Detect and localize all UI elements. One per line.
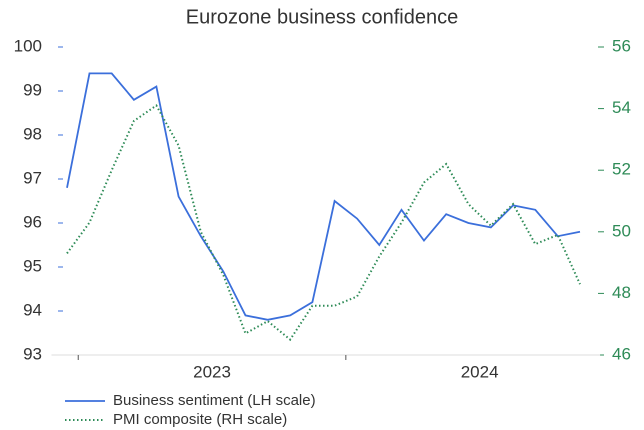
y2-tick-label: 50 bbox=[612, 221, 631, 240]
y-tick-label: 95 bbox=[23, 256, 42, 275]
y-tick-label: 99 bbox=[23, 80, 42, 99]
y-tick-label: 93 bbox=[23, 344, 42, 363]
y-tick-label: 98 bbox=[23, 124, 42, 143]
y-tick-label: 100 bbox=[14, 36, 42, 55]
y2-tick-label: 56 bbox=[612, 36, 631, 55]
y2-tick-label: 54 bbox=[612, 98, 631, 117]
y-tick-label: 94 bbox=[23, 300, 42, 319]
series-line bbox=[66, 104, 581, 342]
chart-title: Eurozone business confidence bbox=[186, 6, 458, 28]
y-tick-label: 97 bbox=[23, 168, 42, 187]
series-line bbox=[66, 72, 581, 321]
y2-tick-label: 48 bbox=[612, 283, 631, 302]
legend-label: Business sentiment (LH scale) bbox=[113, 392, 316, 409]
legend-label: PMI composite (RH scale) bbox=[113, 411, 287, 428]
x-tick-label: 2024 bbox=[461, 362, 499, 381]
y-tick-label: 96 bbox=[23, 212, 42, 231]
y2-tick-label: 52 bbox=[612, 160, 631, 179]
x-tick-label: 2023 bbox=[193, 362, 231, 381]
y2-tick-label: 46 bbox=[612, 344, 631, 363]
